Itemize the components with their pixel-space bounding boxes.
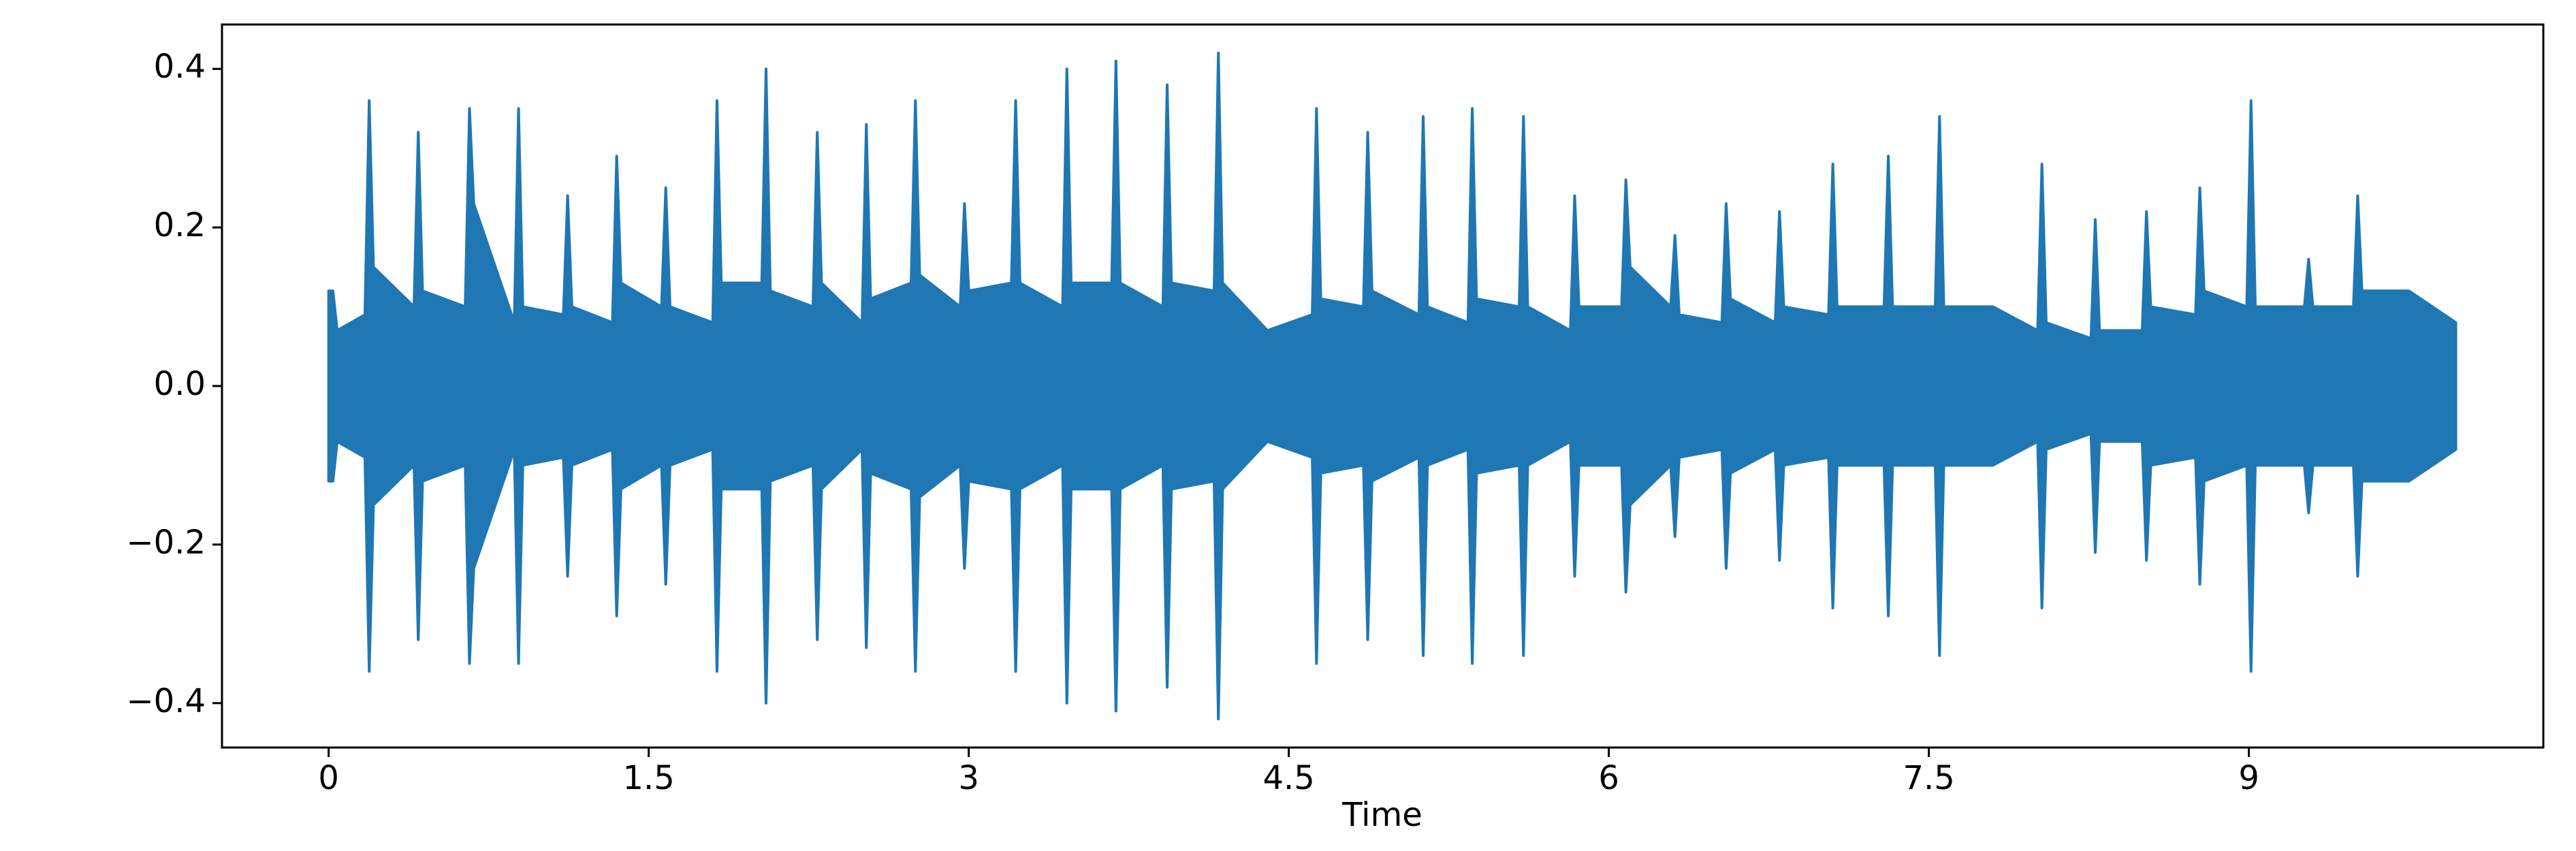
x-tick-label: 1.5 — [622, 759, 674, 797]
waveform-lower — [327, 385, 2458, 721]
y-tick-label: −0.2 — [126, 524, 206, 562]
y-tick-label: −0.4 — [126, 682, 206, 720]
plot-frame — [221, 23, 2545, 749]
x-tick-label: 9 — [2238, 759, 2259, 797]
x-tick-label: 3 — [958, 759, 979, 797]
y-tick-label: 0.0 — [154, 365, 206, 403]
waveform-upper — [327, 51, 2458, 387]
x-tick-label: 7.5 — [1903, 759, 1954, 797]
y-tick-label: 0.2 — [154, 206, 206, 244]
x-tick-label: 0 — [318, 759, 339, 797]
x-tick-label: 4.5 — [1262, 759, 1314, 797]
x-tick-label: 6 — [1598, 759, 1619, 797]
x-axis-label: Time — [1341, 796, 1422, 834]
y-tick-label: 0.4 — [154, 48, 206, 86]
